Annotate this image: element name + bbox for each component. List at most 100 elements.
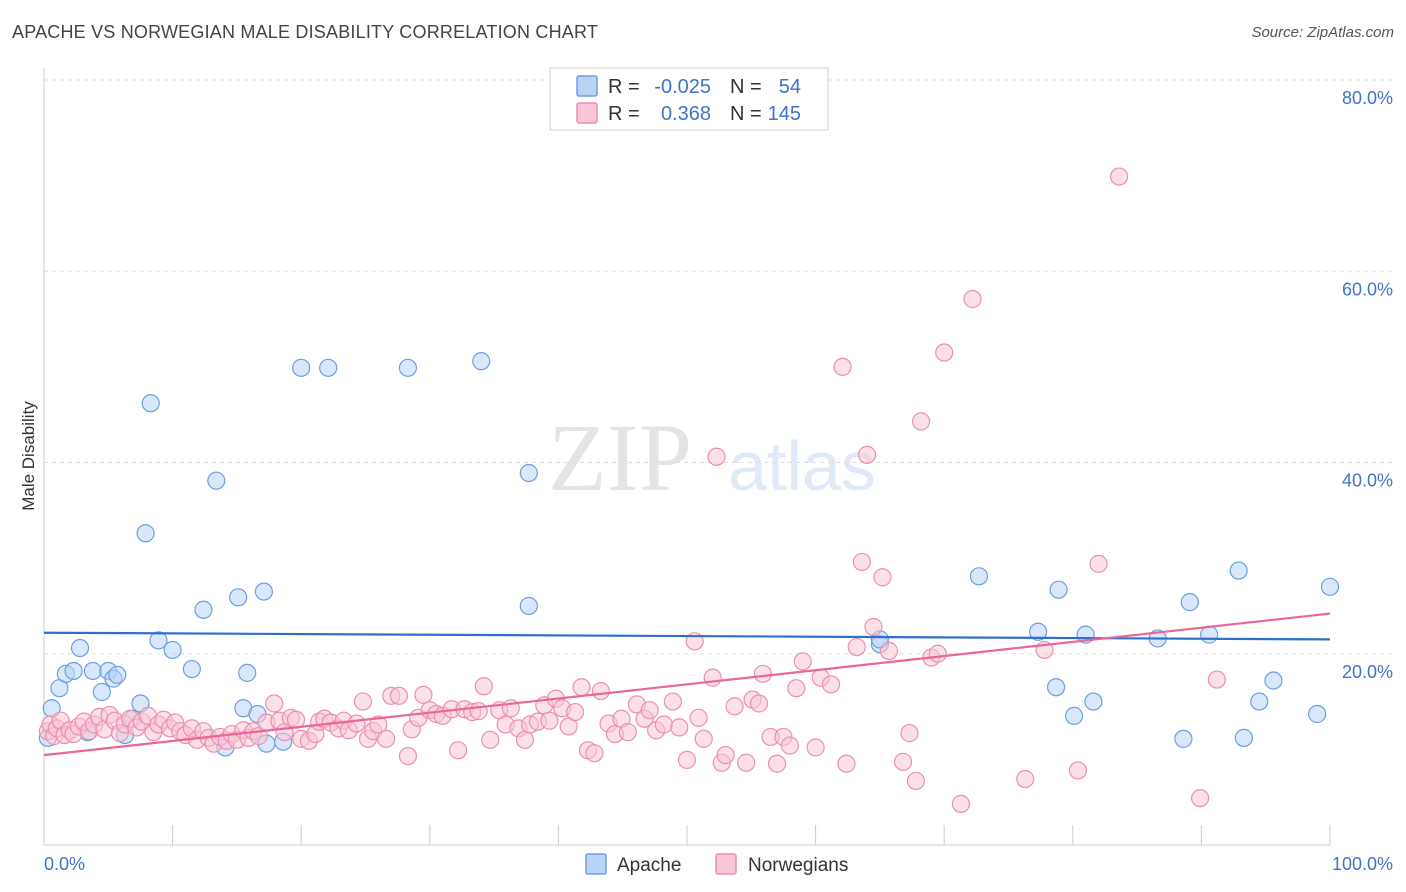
apache-point [1250,692,1269,711]
norwegian-point [873,568,892,587]
norwegian-point [857,445,877,464]
norwegian-point [935,343,954,362]
apache-trend-line [43,631,1331,641]
norwegian-point [654,715,673,734]
watermark-atlas: atlas [728,427,876,505]
norwegian-point [474,677,493,696]
apache-point [1308,704,1327,724]
norwegian-point [780,736,799,755]
norwegian-point [347,714,366,733]
legend-n-value-apache: 54 [779,76,801,98]
norwegian-point [694,729,713,748]
norwegian-point [767,754,787,773]
norwegian-point [900,724,919,743]
apache-point [1174,729,1193,748]
apache-point [254,582,274,601]
apache-point [1200,625,1219,644]
trend-lines [43,612,1331,757]
legend-r-value-apache: -0.025 [654,76,711,98]
norwegian-point [837,754,856,773]
norwegian-point [1191,789,1210,808]
apache-point [70,638,90,658]
x-tick-label-min: 0.0% [44,854,85,874]
norwegian-point [448,741,468,760]
apache-point [1084,692,1103,711]
norwegian-point [670,718,689,737]
norwegian-point [572,678,591,697]
chart-title: APACHE VS NORWEGIAN MALE DISABILITY CORR… [12,22,599,42]
norwegian-point [737,753,756,772]
apache-point [1046,678,1066,697]
norwegian-point [566,702,585,722]
norwegian-point [677,750,697,769]
norwegian-point [806,738,825,757]
apache-point [136,524,155,543]
norwegian-point [821,675,841,694]
norwegian-point [864,617,883,637]
norwegian-trend-line [43,612,1331,757]
norwegian-point [725,697,744,716]
norwegian-point [353,692,373,711]
legend-swatch-apache [576,75,598,97]
norwegian-point [847,637,866,657]
apache-point [149,631,168,650]
y-axis-title: Male Disability [19,401,38,511]
apache-point [163,640,182,660]
apache-point [182,659,201,679]
norwegian-point [540,711,559,730]
legend-r-label-apache: R = [608,76,640,98]
apache-point [319,358,338,377]
apache-point [92,682,111,702]
norwegian-point [793,652,812,671]
apache-point [1234,728,1253,748]
norwegian-point [911,412,931,431]
y-tick-label: 80.0% [1342,88,1393,108]
norwegian-point [963,289,982,309]
norwegian-point [585,744,604,763]
apache-point [108,665,127,684]
bottom-legend-label-norwegians: Norwegians [748,855,848,876]
bottom-legend-swatch-norwegians [715,853,737,875]
apache-point [194,600,213,619]
apache-point [1064,706,1084,726]
norwegian-point [707,447,726,466]
bottom-legend-swatch-apache [585,853,607,875]
norwegian-point [389,686,409,705]
norwegian-point [1109,167,1129,186]
norwegian-point [591,681,610,701]
apache-point [1264,671,1283,690]
norwegian-point [469,702,488,721]
norwegian-point [689,708,708,727]
y-tick-label: 40.0% [1342,471,1393,491]
norwegian-point [369,715,388,734]
apache-point [519,596,538,616]
apache-point [238,663,257,682]
apache-point [83,661,102,681]
norwegian-point [398,746,418,766]
y-tick-labels: 20.0% 40.0% 60.0% 80.0% [1342,88,1393,682]
norwegian-point [481,730,500,749]
y-tick-label: 20.0% [1342,662,1393,682]
x-ticks [172,825,1331,845]
norwegian-point [703,668,722,687]
norwegian-point [265,694,284,713]
norwegian-point [893,752,913,771]
norwegian-point [753,664,772,683]
norwegian-point [376,729,396,748]
x-tick-label-max: 100.0% [1332,854,1393,874]
apache-point [398,358,418,377]
gridlines [44,79,1393,655]
norwegian-point [1068,761,1088,780]
apache-point [969,567,989,586]
apache-point [292,358,311,377]
apache-point [1320,577,1340,596]
norwegian-point [1016,769,1035,789]
bottom-legend-label-apache: Apache [617,855,681,876]
norwegian-point [906,771,926,791]
norwegian-point [879,641,899,660]
legend-n-label-apache: N = [730,76,762,98]
apache-point [519,463,538,483]
norwegian-point [640,701,659,720]
chart-source: Source: ZipAtlas.com [1251,24,1394,41]
norwegian-points [38,167,1226,813]
